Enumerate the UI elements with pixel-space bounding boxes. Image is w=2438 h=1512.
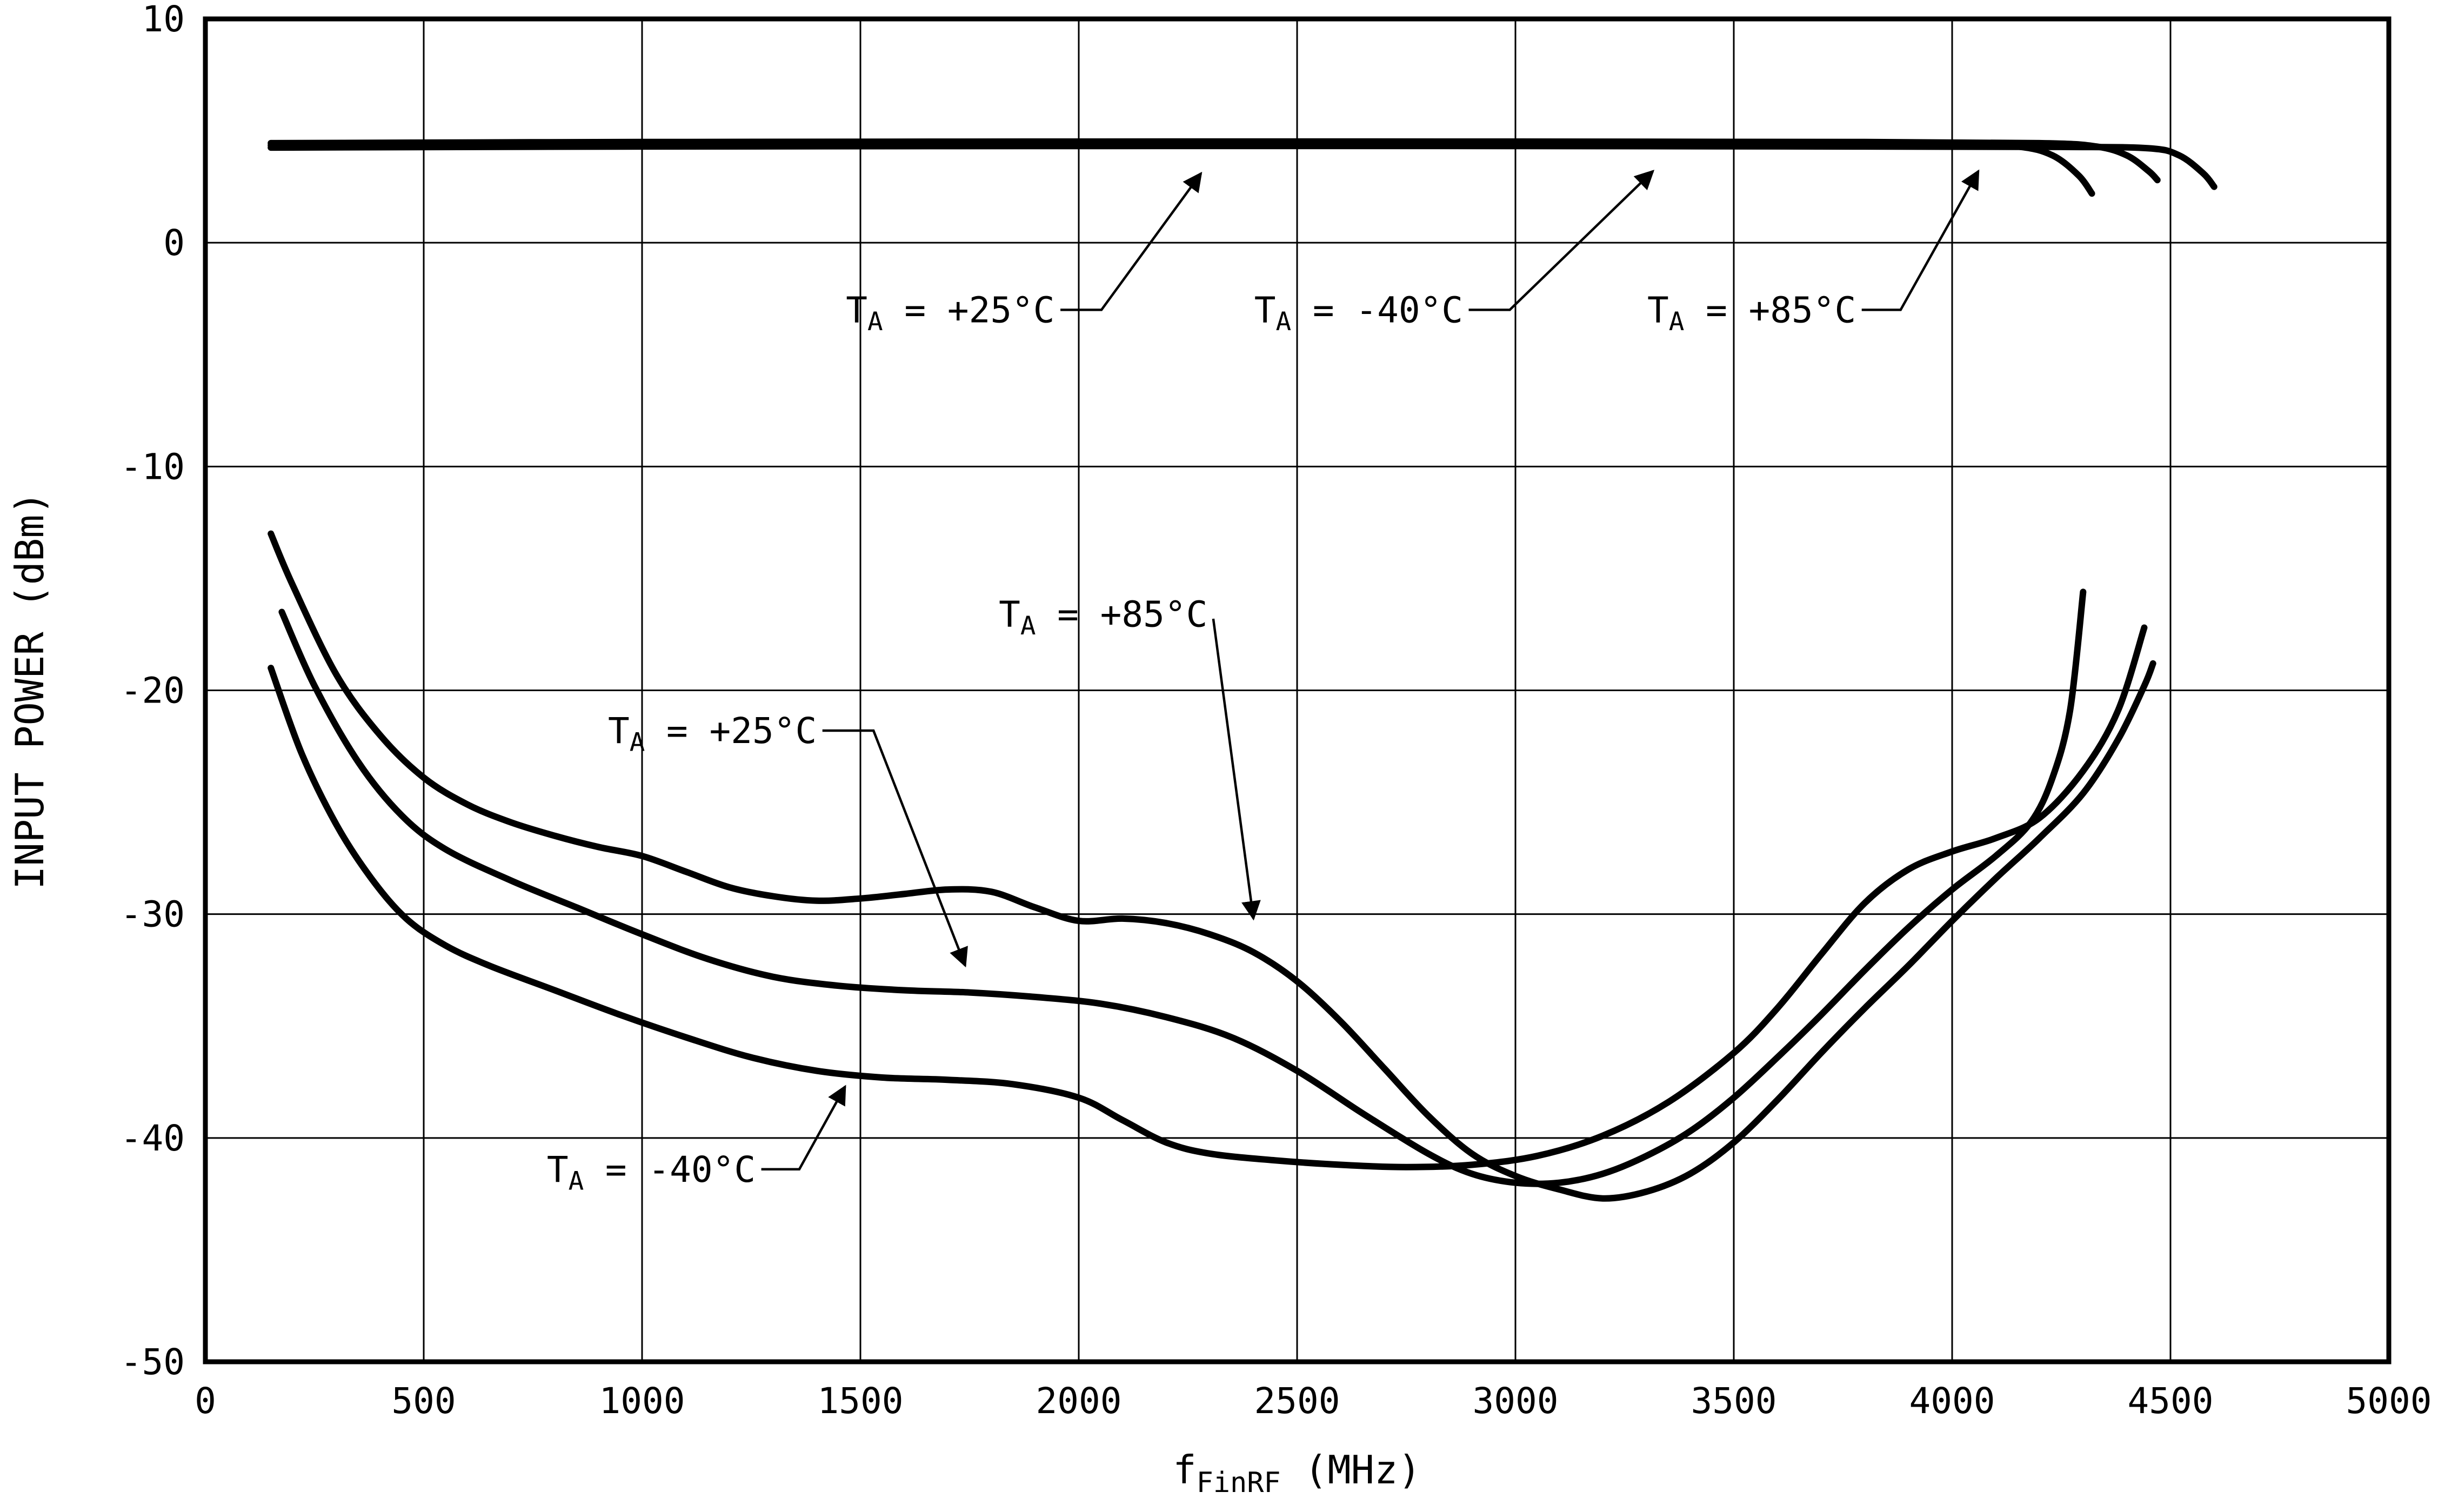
plot-frame xyxy=(203,16,2392,1364)
curve-min-input-power-ta-plus25c xyxy=(278,588,2087,1187)
label-upper-ta-plus25c: TA = +25°C xyxy=(846,289,1054,337)
x-tick-label: 1000 xyxy=(599,1380,685,1422)
x-tick-label: 4000 xyxy=(1909,1380,1995,1422)
y-tick-label: -50 xyxy=(121,1341,185,1383)
y-tick-label: -20 xyxy=(121,670,185,712)
label-upper-ta-plus85c-leader xyxy=(1861,169,1980,311)
label-lower-ta-plus85c-leader xyxy=(1212,618,1261,921)
label-upper-ta-minus40c: TA = -40°C xyxy=(1254,289,1463,337)
y-tick-label: -40 xyxy=(121,1118,185,1159)
x-tick-label: 1500 xyxy=(818,1380,904,1422)
y-tick-label: 10 xyxy=(142,0,185,40)
y-tick-label: 0 xyxy=(163,222,185,264)
x-axis-title: fFinRF (MHz) xyxy=(1173,1447,1421,1499)
curve-min-input-power-ta-plus85c xyxy=(268,530,2156,1202)
x-tick-label: 5000 xyxy=(2346,1380,2432,1422)
label-upper-ta-plus25c-leader xyxy=(1060,171,1203,311)
curve-max-input-power-ta-plus85c xyxy=(268,143,2217,190)
x-tick-label: 3500 xyxy=(1691,1380,1777,1422)
x-tick-label: 500 xyxy=(391,1380,456,1422)
y-tick-label: -30 xyxy=(121,894,185,935)
label-lower-ta-minus40c: TA = -40°C xyxy=(547,1149,756,1196)
curve-min-input-power-ta-minus40c xyxy=(268,624,2148,1170)
label-lower-ta-plus25c: TA = +25°C xyxy=(608,710,817,758)
label-upper-ta-minus40c-leader xyxy=(1468,170,1655,311)
label-lower-ta-plus85c: TA = +85°C xyxy=(999,594,1207,641)
label-lower-ta-plus25c-leader xyxy=(822,729,968,968)
x-tick-label: 0 xyxy=(195,1380,216,1422)
x-tick-label: 3000 xyxy=(1473,1380,1559,1422)
label-lower-ta-minus40c-leader xyxy=(761,1085,846,1171)
y-tick-label: -10 xyxy=(121,446,185,487)
y-axis-title: INPUT POWER (dBm) xyxy=(7,491,52,889)
x-tick-label: 2500 xyxy=(1254,1380,1340,1422)
x-tick-label: 4500 xyxy=(2128,1380,2214,1422)
curve-max-input-power-ta-plus25c xyxy=(268,141,2095,197)
x-tick-label: 2000 xyxy=(1036,1380,1122,1422)
label-upper-ta-plus85c: TA = +85°C xyxy=(1647,289,1856,337)
